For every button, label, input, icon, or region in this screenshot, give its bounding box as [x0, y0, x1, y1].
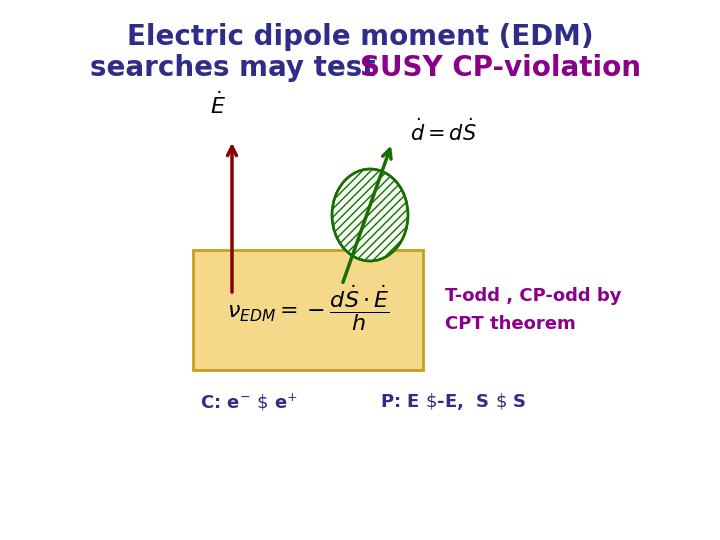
- Text: $\dot{E}$: $\dot{E}$: [210, 91, 226, 118]
- Text: T-odd , CP-odd by: T-odd , CP-odd by: [445, 287, 621, 305]
- Text: $\dot{d} = d\dot{S}$: $\dot{d} = d\dot{S}$: [410, 119, 477, 145]
- Text: SUSY CP-violation: SUSY CP-violation: [360, 54, 641, 82]
- Text: Electric dipole moment (EDM): Electric dipole moment (EDM): [127, 23, 593, 51]
- Text: searches may test: searches may test: [90, 54, 385, 82]
- Ellipse shape: [332, 169, 408, 261]
- Text: C: e$^{-}$ $\$$ e$^{+}$: C: e$^{-}$ $\$$ e$^{+}$: [200, 392, 298, 413]
- Text: $\nu_{EDM} = -\dfrac{d\dot{S}\cdot\dot{E}}{h}$: $\nu_{EDM} = -\dfrac{d\dot{S}\cdot\dot{E…: [227, 283, 390, 333]
- Text: CPT theorem: CPT theorem: [445, 315, 576, 333]
- Bar: [193, 250, 423, 370]
- Text: P: E $\$$-E,  S $\$$ S: P: E $\$$-E, S $\$$ S: [380, 392, 526, 413]
